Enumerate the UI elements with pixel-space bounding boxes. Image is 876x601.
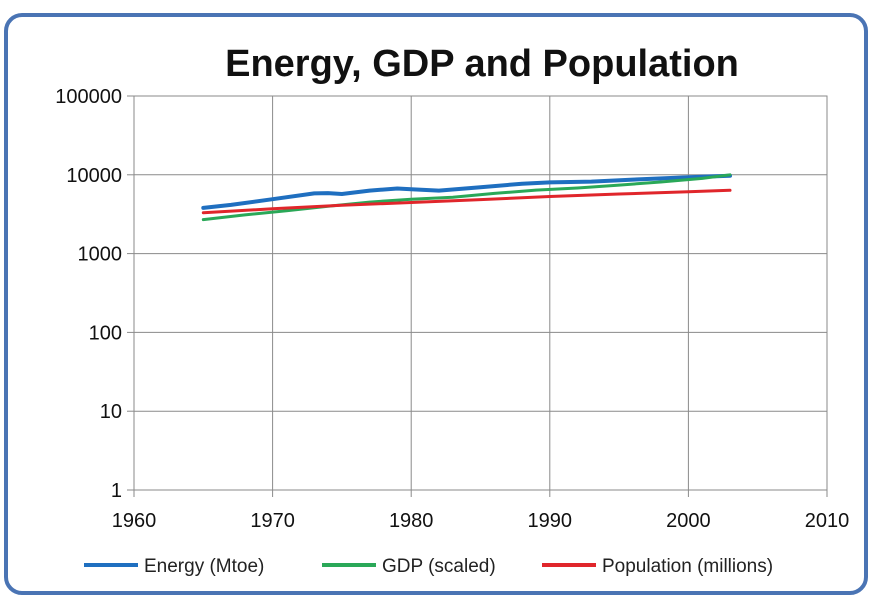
x-tick-label: 1960 — [112, 510, 157, 532]
series-line — [201, 188, 732, 215]
series-group — [201, 188, 732, 215]
chart-frame — [4, 13, 868, 595]
data-point — [479, 198, 482, 201]
data-point — [479, 186, 482, 189]
data-point — [340, 192, 344, 196]
data-point — [437, 189, 441, 192]
axes: 1960 1970 1980 1990 2000 2010 1 10 100 1000 10000 1… — [55, 86, 849, 532]
data-point — [202, 206, 205, 210]
data-point — [312, 192, 316, 195]
data-point — [659, 180, 662, 184]
data-point — [534, 188, 538, 192]
x-tick-label: 1970 — [250, 510, 295, 532]
series-line — [201, 173, 732, 210]
data-point — [326, 191, 330, 195]
legend: Energy (Mtoe) GDP (scaled) Population (mil… — [84, 556, 773, 577]
y-tick-label: 10 — [100, 401, 122, 423]
y-tick-label: 100 — [89, 322, 122, 344]
series-group — [201, 173, 732, 222]
data-point — [728, 173, 732, 176]
data-point — [243, 213, 247, 217]
legend-label: Energy (Mtoe) — [144, 556, 264, 577]
x-tick-label: 1980 — [389, 510, 434, 532]
data-point — [229, 203, 233, 207]
data-point — [271, 198, 274, 201]
data-point — [687, 190, 690, 193]
data-point — [451, 195, 454, 199]
legend-label: Population (millions) — [602, 556, 773, 577]
data-point — [410, 198, 413, 201]
legend-label: GDP (scaled) — [382, 556, 496, 577]
grid — [133, 95, 828, 491]
data-point — [271, 207, 274, 211]
x-tick-label: 1990 — [528, 510, 573, 532]
data-point — [687, 176, 690, 179]
chart-title: Energy, GDP and Population — [225, 43, 739, 85]
data-point — [202, 218, 205, 221]
plot-area-border — [133, 95, 828, 491]
data-point — [548, 181, 551, 184]
data-point — [493, 192, 496, 195]
data-point — [410, 188, 413, 191]
data-point — [576, 186, 579, 190]
data-point — [590, 180, 593, 183]
x-tick-label: 2010 — [805, 510, 850, 532]
data-point — [617, 192, 621, 196]
data-point — [368, 189, 371, 192]
data-point — [617, 183, 621, 187]
y-tick-label: 1000 — [78, 244, 123, 266]
data-point — [410, 201, 413, 204]
data-point — [340, 204, 344, 207]
data-point — [202, 211, 205, 214]
data-point — [548, 195, 551, 198]
data-point — [701, 177, 704, 180]
data-point — [396, 187, 399, 190]
y-tick-label: 10000 — [66, 165, 122, 187]
data-point — [451, 188, 454, 191]
y-tick-label: 1 — [111, 480, 122, 502]
data-point — [631, 178, 635, 181]
x-tick-label: 2000 — [666, 510, 711, 532]
data-point — [728, 189, 732, 192]
data-point — [520, 182, 524, 185]
data-point — [285, 209, 288, 212]
series-line — [201, 173, 732, 222]
y-tick-label: 100000 — [55, 86, 122, 108]
series-group — [201, 173, 732, 210]
